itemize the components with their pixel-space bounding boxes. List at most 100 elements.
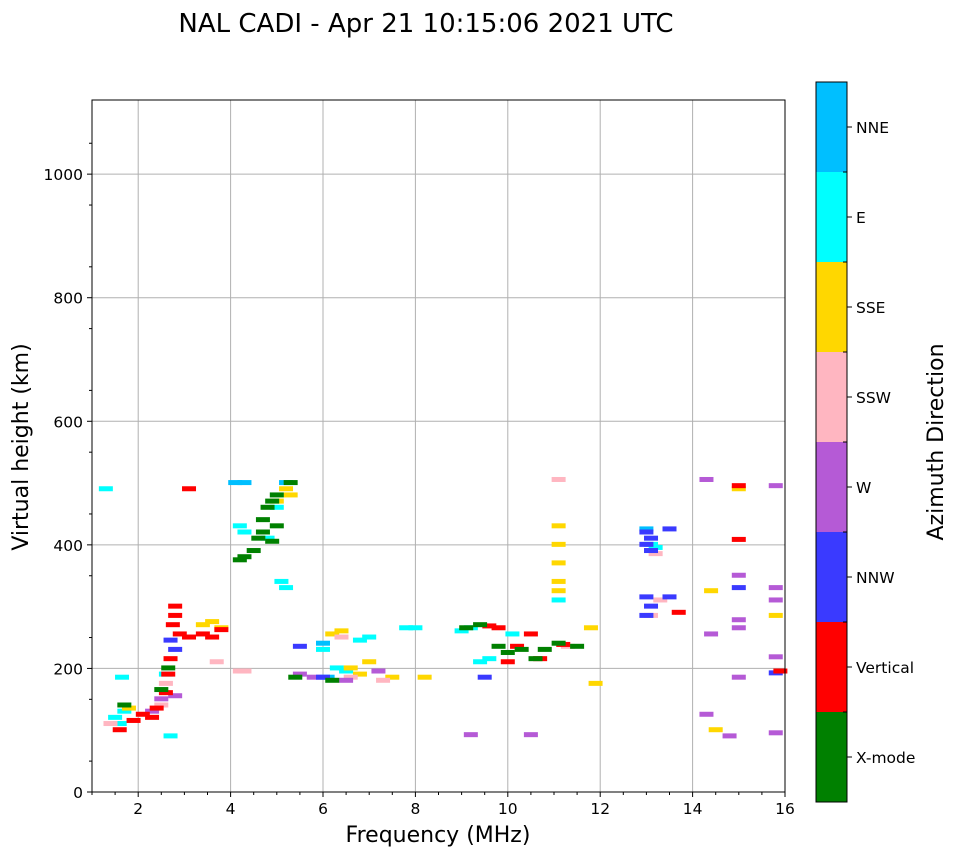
x-tick-label: 8 <box>410 800 420 818</box>
colorbar-segment <box>816 712 847 802</box>
echo-point-vertical <box>182 486 197 492</box>
echo-point-w <box>731 674 746 680</box>
echo-point-vertical <box>671 609 686 615</box>
echo-point-w <box>768 585 783 591</box>
echo-point-w <box>371 668 386 674</box>
echo-point-vertical <box>168 612 183 618</box>
echo-point-w <box>704 631 719 637</box>
echo-point-sse <box>195 622 210 628</box>
echo-point-vertical <box>145 714 160 720</box>
echo-point-e <box>269 504 284 510</box>
echo-point-e <box>339 668 354 674</box>
echo-point-sse <box>551 560 566 566</box>
echo-point-x-mode <box>154 687 169 693</box>
echo-point-ssw <box>154 702 169 708</box>
echo-point-e <box>316 646 330 652</box>
echo-point-x-mode <box>260 504 275 510</box>
echo-point-nnw <box>163 637 178 643</box>
echo-point-nnw <box>477 674 492 680</box>
echo-point-sse <box>362 659 377 665</box>
y-tick-label: 0 <box>73 784 83 802</box>
echo-point-e <box>237 529 252 535</box>
echo-point-e <box>551 597 566 603</box>
echo-point-e <box>362 634 377 640</box>
y-tick-label: 1000 <box>44 166 83 184</box>
echo-point-sse <box>768 612 783 618</box>
colorbar-label: Azimuth Direction <box>924 343 949 540</box>
echo-point-sse <box>283 492 298 498</box>
echo-point-w <box>292 671 307 677</box>
plot-area: 2 4 6 8 10 12 14 16 0 200 400 600 800 1000 <box>44 99 795 818</box>
echo-point-nnw <box>644 548 659 554</box>
x-tick-label: 2 <box>133 800 143 818</box>
echo-point-ssw <box>334 634 349 640</box>
echo-point-nnw <box>639 612 654 618</box>
echo-point-w <box>699 711 714 717</box>
chart-title: NAL CADI - Apr 21 10:15:06 2021 UTC <box>178 9 673 39</box>
y-tick-label: 600 <box>53 413 83 431</box>
echo-point-x-mode <box>283 480 298 486</box>
echo-point-vertical <box>112 727 127 733</box>
data-marks <box>98 476 788 739</box>
echo-point-e <box>454 628 469 634</box>
echo-point-ssw <box>648 551 663 557</box>
echo-point-e <box>260 535 275 541</box>
echo-point-w <box>768 730 783 736</box>
echo-point-x-mode <box>117 702 132 708</box>
echo-point-vertical <box>510 643 525 649</box>
echo-point-e <box>408 625 423 631</box>
colorbar-label-w: W <box>856 479 871 497</box>
echo-point-w <box>154 696 169 702</box>
echo-point-w <box>731 617 746 623</box>
echo-point-sse <box>385 674 400 680</box>
echo-point-w <box>339 677 354 683</box>
echo-point-vertical <box>149 705 164 711</box>
grid <box>92 100 786 792</box>
echo-point-nnw <box>639 529 654 535</box>
echo-point-ssw <box>209 659 224 665</box>
echo-point-x-mode <box>246 548 261 554</box>
colorbar-label-x-mode: X-mode <box>856 749 915 767</box>
echo-point-w <box>699 476 714 482</box>
echo-point-vertical <box>205 634 220 640</box>
echo-point-ssw <box>103 721 118 727</box>
echo-point-vertical <box>523 631 538 637</box>
echo-point-sse <box>731 486 746 492</box>
echo-point-x-mode <box>265 538 280 544</box>
echo-point-x-mode <box>551 640 566 646</box>
echo-point-nnw <box>662 526 677 532</box>
colorbar-segment <box>816 622 847 712</box>
echo-point-nnw <box>292 643 307 649</box>
colorbar-label-sse: SSE <box>856 299 885 317</box>
echo-point-x-mode <box>269 523 284 529</box>
x-tick-label: 12 <box>590 800 610 818</box>
colorbar-segment <box>816 352 847 442</box>
echo-point-e <box>232 523 247 529</box>
echo-point-nne <box>316 640 330 646</box>
echo-point-sse <box>708 727 723 733</box>
echo-point-w <box>731 572 746 578</box>
colorbar-frame <box>815 81 848 803</box>
echo-point-ssw <box>343 674 358 680</box>
echo-point-e <box>648 544 663 550</box>
plot-background <box>92 100 785 792</box>
colorbar-label-nne: NNE <box>856 119 889 137</box>
echo-point-w <box>722 733 737 739</box>
echo-point-nnw <box>731 585 746 591</box>
echo-point-w <box>768 597 783 603</box>
colorbar-segment <box>816 442 847 532</box>
echo-point-nne <box>228 480 243 486</box>
echo-point-sse <box>583 625 598 631</box>
echo-point-vertical <box>182 634 197 640</box>
echo-point-x-mode <box>325 677 340 683</box>
echo-point-e <box>399 625 414 631</box>
echo-point-ssw <box>237 668 252 674</box>
echo-point-nnw <box>639 594 654 600</box>
echo-point-x-mode <box>251 535 266 541</box>
echo-point-x-mode <box>232 557 247 563</box>
echo-point-sse <box>121 705 136 711</box>
echo-point-vertical <box>158 690 173 696</box>
echo-point-sse <box>588 680 603 686</box>
echo-point-sse <box>704 588 719 594</box>
colorbar-segment <box>816 82 847 172</box>
